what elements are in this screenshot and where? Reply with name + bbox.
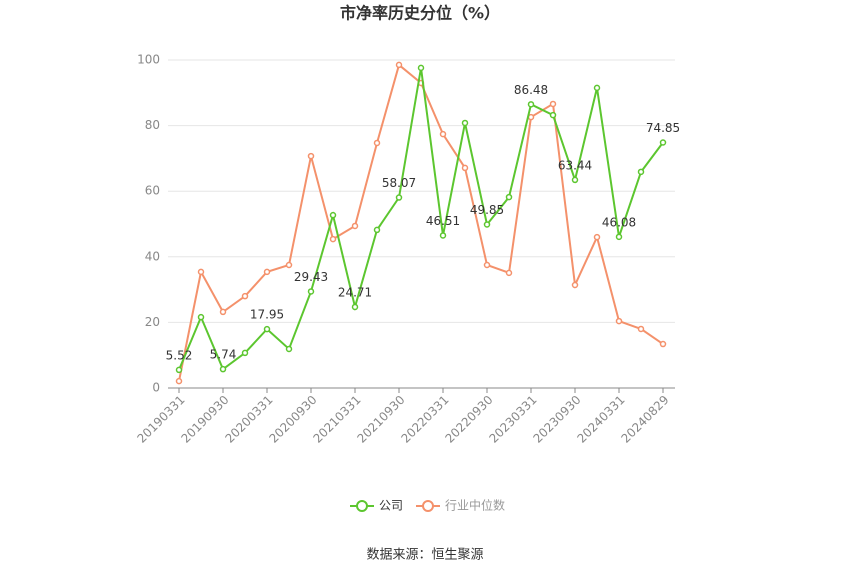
point: [351, 303, 359, 311]
point: [219, 365, 227, 373]
legend-label: 行业中位数: [445, 498, 505, 513]
point: [659, 340, 667, 348]
y-tick-label: 80: [145, 118, 160, 132]
point: [461, 119, 469, 127]
point: [593, 84, 601, 92]
point: [439, 130, 447, 138]
y-tick-label: 40: [145, 249, 160, 263]
point: [505, 193, 513, 201]
point: [263, 268, 271, 276]
source: 数据来源：恒生聚源: [366, 548, 483, 563]
point: [307, 288, 315, 295]
point: [329, 211, 337, 219]
legend-label: 公司: [379, 499, 403, 513]
series-line: [178, 67, 664, 371]
data-label: 49.85: [470, 203, 504, 217]
point: [373, 226, 381, 234]
point: [219, 308, 227, 316]
point: [373, 139, 381, 147]
point: [285, 261, 293, 269]
data-label: 5.52: [166, 348, 193, 362]
point: [637, 168, 645, 176]
chart-title: 市净率历史分位（%）: [340, 4, 500, 23]
point: [241, 349, 249, 357]
data-label: 5.74: [210, 348, 237, 362]
point: [395, 61, 403, 69]
point: [615, 317, 623, 325]
point: [351, 222, 359, 230]
point: [483, 261, 491, 269]
point: [197, 313, 205, 321]
data-label: 17.95: [250, 308, 284, 322]
data-label: 46.51: [426, 214, 460, 228]
point: [593, 233, 601, 241]
point: [483, 221, 491, 228]
x-tick-label: 20240829: [619, 393, 672, 446]
point: [571, 176, 579, 184]
point: [329, 235, 337, 243]
y-tick-label: 60: [145, 184, 160, 198]
y-tick-label: 100: [137, 53, 160, 67]
point: [505, 269, 513, 277]
legend-marker: [422, 500, 434, 512]
data-label: 29.43: [294, 270, 328, 284]
point: [241, 292, 249, 300]
point: [549, 111, 557, 119]
point: [439, 232, 447, 239]
point: [285, 345, 293, 353]
y-tick-label: 0: [152, 381, 160, 395]
point: [395, 194, 403, 201]
legend-marker: [356, 500, 368, 512]
point: [659, 139, 667, 146]
y-tick-label: 20: [145, 315, 160, 329]
point: [197, 268, 205, 276]
data-label: 74.85: [646, 121, 680, 135]
point: [417, 64, 425, 72]
point: [527, 101, 535, 108]
point: [461, 164, 469, 172]
point: [263, 325, 271, 333]
data-label: 58.07: [382, 176, 416, 190]
point: [175, 377, 183, 385]
data-label: 24.71: [338, 285, 372, 299]
point: [571, 281, 579, 289]
point: [307, 152, 315, 160]
point: [615, 233, 623, 241]
data-label: 46.08: [602, 215, 636, 229]
point: [175, 366, 183, 374]
data-label: 63.44: [558, 158, 592, 172]
point: [549, 100, 557, 108]
data-label: 86.48: [514, 83, 548, 97]
point: [637, 325, 645, 333]
